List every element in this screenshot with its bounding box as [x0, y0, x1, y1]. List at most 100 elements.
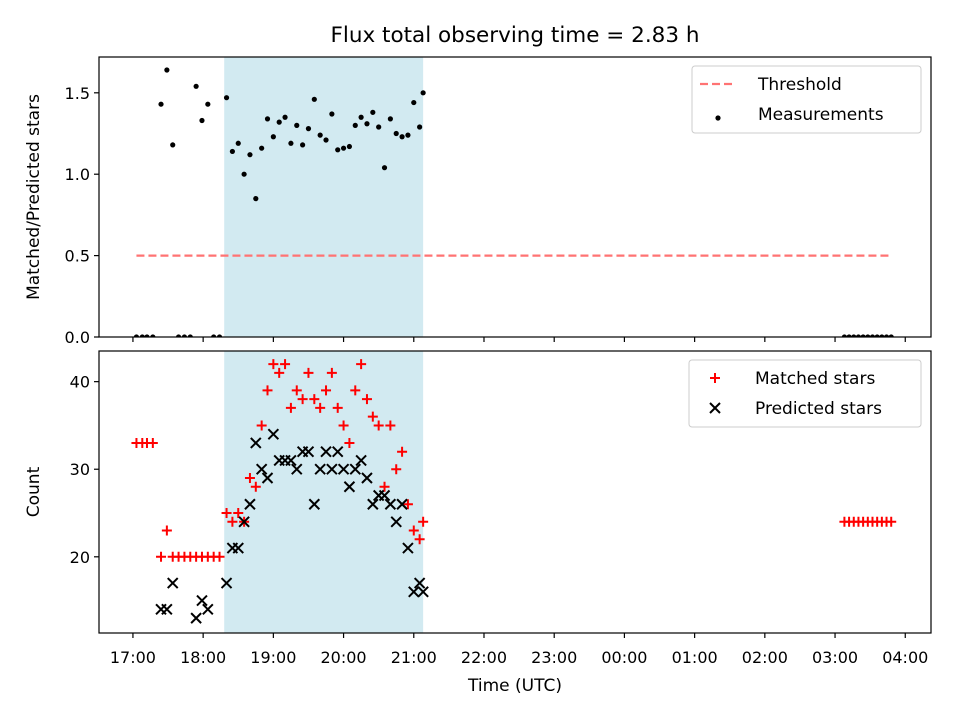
x-axis-label: Time (UTC)	[467, 676, 562, 696]
measurement-point	[874, 334, 880, 337]
measurement-point	[841, 334, 848, 337]
matched-star-point	[397, 446, 408, 457]
measurement-point	[253, 196, 259, 202]
measurement-point	[393, 130, 399, 137]
predicted-star-point	[402, 542, 414, 554]
measurement-point	[288, 140, 294, 146]
measurement-point	[311, 96, 317, 102]
x-tick-label: 02:00	[742, 648, 788, 667]
measurement-point	[335, 147, 341, 153]
matched-star-point	[214, 551, 225, 562]
matched-star-point	[280, 359, 291, 370]
measurement-point	[139, 334, 145, 337]
matched-star-point	[233, 508, 244, 519]
predicted-star-point	[202, 603, 214, 616]
matched-star-point	[338, 420, 349, 431]
top-y-tick-label: 1.5	[65, 84, 90, 103]
x-tick-label: 20:00	[321, 648, 367, 667]
measurement-point	[420, 90, 426, 96]
predicted-star-point	[408, 586, 420, 598]
measurement-point	[387, 116, 393, 122]
bottom-legend-box	[688, 359, 922, 428]
measurement-point	[399, 134, 405, 140]
series-predicted-stars	[155, 428, 429, 624]
measurement-point	[158, 101, 164, 107]
top-y-axis-label: Matched/Predicted stars	[24, 94, 44, 300]
measurement-point	[223, 95, 230, 101]
predicted-star-point	[267, 428, 280, 440]
matched-star-point	[367, 411, 378, 422]
predicted-star-point	[308, 498, 321, 510]
series-measurements	[133, 67, 894, 337]
matched-star-point	[291, 385, 302, 396]
matched-star-point	[373, 420, 384, 431]
measurement-point	[276, 119, 282, 125]
x-tick-label: 23:00	[531, 648, 577, 667]
predicted-star-point	[261, 472, 274, 484]
matched-star-point	[274, 367, 285, 378]
bottom-panel: 20 30 40 Count 17:00 18:00 19:00 20:00 21:00 22:0…	[24, 350, 932, 667]
measurement-point	[133, 334, 140, 337]
predicted-star-point	[291, 463, 303, 475]
measurement-point	[376, 124, 382, 130]
measurement-point	[247, 152, 253, 158]
matched-star-point	[344, 437, 355, 448]
predicted-star-point	[384, 498, 397, 510]
matched-star-point	[256, 420, 267, 431]
top-y-tick-label: 0.0	[65, 328, 90, 347]
measurement-point	[187, 334, 193, 337]
measurement-point	[305, 126, 312, 132]
matched-star-point	[227, 516, 238, 527]
x-tick-label: 21:00	[391, 648, 437, 667]
matched-star-point	[161, 525, 172, 536]
x-tick-label: 01:00	[672, 648, 718, 667]
series-matched-stars	[131, 359, 897, 562]
matched-star-point	[244, 472, 255, 483]
matched-star-point	[414, 534, 425, 545]
x-tick-label: 19:00	[250, 648, 296, 667]
measurement-point	[164, 67, 170, 73]
legend-entry-label: Predicted stars	[755, 399, 882, 419]
bottom-y-tick-label: 40	[70, 373, 90, 392]
predicted-star-point	[285, 454, 297, 467]
matched-star-point	[402, 499, 413, 510]
measurement-point	[170, 142, 176, 148]
legend-entry-label: Threshold	[757, 75, 842, 95]
measurement-point	[883, 334, 890, 337]
matched-star-point	[350, 385, 361, 396]
figure-title: Flux total observing time = 2.83 h	[331, 23, 700, 48]
measurement-point	[855, 334, 862, 337]
predicted-star-point	[337, 463, 350, 475]
matched-star-point	[321, 385, 332, 396]
matched-star-point	[356, 359, 367, 370]
bottom-axes-frame	[98, 350, 932, 634]
x-tick-label: 18:00	[180, 648, 226, 667]
matched-star-point	[147, 437, 158, 448]
measurement-point	[235, 140, 241, 146]
measurement-point	[846, 334, 852, 337]
measurement-point	[405, 132, 411, 138]
measurement-point	[358, 114, 364, 120]
bottom-observing-span	[224, 351, 424, 633]
measurement-point	[865, 334, 871, 337]
predicted-star-point	[161, 603, 173, 616]
measurement-point	[216, 334, 223, 337]
matched-star-point	[379, 481, 390, 492]
measurement-point	[241, 171, 247, 177]
measurement-point	[323, 137, 329, 143]
measurement-point	[181, 334, 188, 337]
top-legend: Threshold Measurements	[691, 65, 922, 134]
legend-predicted-marker	[709, 402, 721, 414]
measurement-point	[150, 334, 156, 337]
top-panel: 0.0 0.5 1.0 1.5 Matched/Predicted stars Thres…	[24, 56, 932, 347]
measurement-point	[259, 145, 265, 151]
measurement-point	[175, 334, 182, 337]
predicted-star-point	[378, 489, 391, 502]
measurement-point	[211, 334, 217, 337]
top-axes-frame	[98, 56, 932, 338]
matched-star-point	[309, 394, 320, 405]
measurement-point	[193, 83, 199, 89]
measurement-point	[144, 334, 150, 337]
x-tick-label: 00:00	[601, 648, 647, 667]
